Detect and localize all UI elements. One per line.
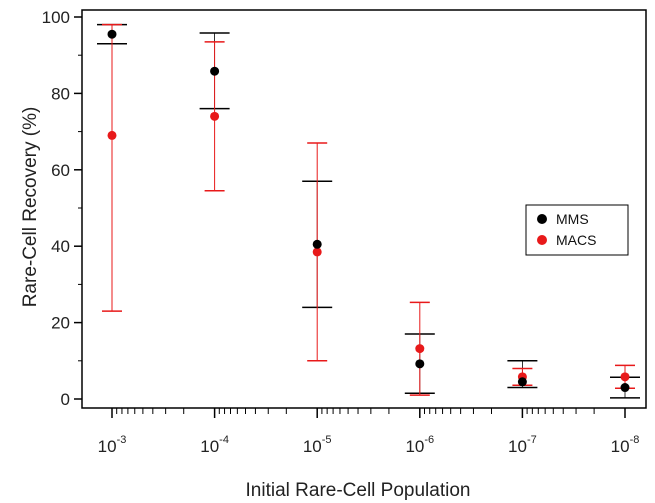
data-point [312,247,322,257]
points-macs [107,111,630,382]
marks-layer [97,23,640,399]
data-point [210,66,220,76]
data-point [312,239,322,249]
y-tick-label: 40 [51,237,70,256]
data-point [517,377,527,387]
x-tick-label: 10-8 [611,434,640,456]
legend-label: MMS [556,211,589,227]
data-point [107,130,117,140]
x-tick-label: 10-7 [508,434,537,456]
legend-marker [537,214,547,224]
x-tick-label: 10-3 [98,434,127,456]
data-point [415,344,425,354]
axes-layer [74,9,647,418]
x-axis-title: Initial Rare-Cell Population [246,480,471,501]
y-tick-label: 20 [51,314,70,333]
data-point [620,372,630,382]
data-point [107,29,117,39]
legend-label: MACS [556,232,596,248]
legend-box [525,204,629,256]
labels-layer: Initial Rare-Cell Population Rare-Cell R… [20,8,639,501]
x-tick-label: 10-6 [405,434,434,456]
y-tick-label: 80 [51,84,70,103]
points-mms [107,29,630,393]
data-point [415,359,425,369]
x-tick-label: 10-5 [303,434,332,456]
x-tick-label: 10-4 [200,434,229,456]
legend: MMS MACS [525,204,629,256]
legend-marker [537,235,547,245]
y-axis-title: Rare-Cell Recovery (%) [20,107,41,308]
y-tick-label: 100 [42,8,70,27]
data-point [620,383,630,393]
plot-frame [81,9,647,409]
y-tick-label: 0 [61,390,70,409]
data-point [210,111,220,121]
y-tick-label: 60 [51,161,70,180]
